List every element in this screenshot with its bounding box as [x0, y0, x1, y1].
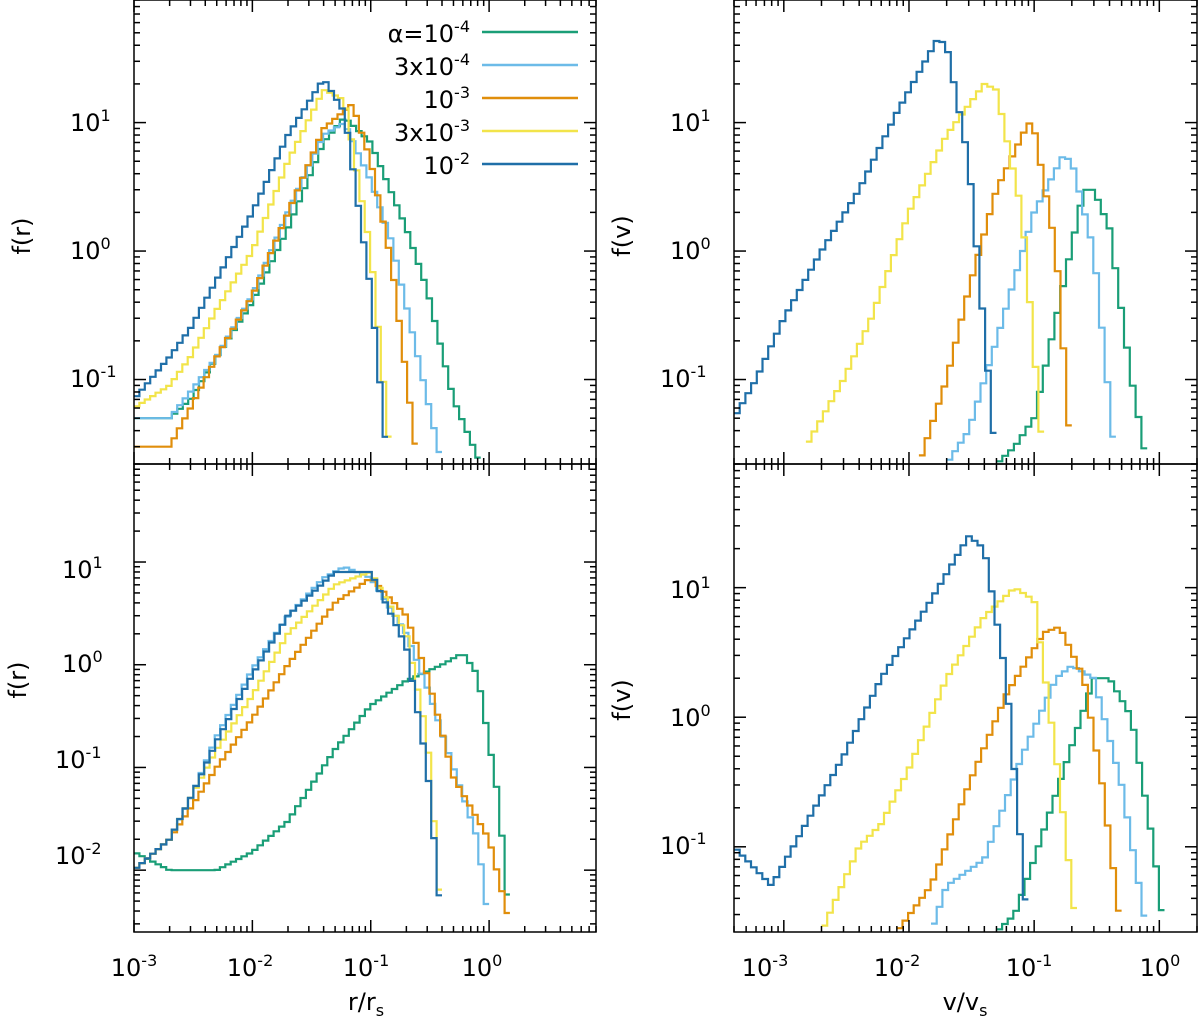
- panel-bottom-left: 101 100 10-1 10-2 f(r) 10-3 10-2 10-1 10…: [4, 463, 597, 1016]
- ticks-bottom-right: [733, 463, 1198, 932]
- panel-bottom-right: 101 100 10-1 f(v) 10-3 10-2 10-1 100 v/v…: [608, 463, 1198, 1016]
- y-tick-label-bottom-left: 10-1: [55, 743, 102, 774]
- panel-frame: [133, 463, 597, 933]
- y-tick-label-top-right: 10-1: [660, 362, 707, 393]
- plot-area-top-left: [134, 81, 481, 459]
- x-tick-label-bottom-right: 10-2: [874, 951, 921, 982]
- x-tick-label-bottom-left: 10-1: [343, 951, 390, 982]
- y-tick-label-bottom-right: 100: [670, 701, 711, 732]
- x-tick-label-bottom-right: 10-1: [1006, 951, 1053, 982]
- series-line-a3e-3: [821, 588, 1077, 927]
- y-axis-label-top-left: f(r): [8, 217, 36, 254]
- plot-area-bottom-right: [734, 535, 1165, 931]
- legend-label: 10-3: [424, 83, 471, 114]
- legend-label: 10-2: [424, 149, 471, 180]
- legend-entry: 3x10-3: [394, 116, 578, 147]
- y-tick-label-top-left: 10-1: [70, 362, 117, 393]
- y-axis-label-bottom-right: f(v): [608, 679, 636, 720]
- legend-label: α=10-4: [388, 17, 470, 48]
- x-tick-label-bottom-left: 10-3: [111, 951, 158, 982]
- legend-label: 3x10-4: [394, 50, 470, 81]
- y-axis-label-top-right: f(v): [608, 215, 636, 256]
- series-line-a1e-4: [134, 118, 481, 459]
- y-tick-label-bottom-left: 100: [62, 647, 103, 678]
- y-tick-label-bottom-left: 10-2: [55, 839, 102, 870]
- series-line-a1e-2: [734, 535, 1029, 901]
- panel-frame: [733, 463, 1198, 933]
- series-line-a1e-4: [996, 677, 1165, 931]
- series-line-a3e-3: [134, 571, 442, 891]
- x-axis-label-bottom-right: v/vs: [943, 988, 988, 1016]
- series-line-a3e-4: [946, 156, 1116, 461]
- legend: α=10-4 3x10-4 10-3 3x10-3 10-2: [388, 17, 578, 180]
- y-tick-label-top-right: 101: [670, 106, 711, 137]
- panel-top-right: 101 100 10-1 f(v): [608, 0, 1198, 465]
- series-line-a1e-2: [134, 81, 388, 438]
- y-tick-label-bottom-right: 10-1: [660, 829, 707, 860]
- ticks-top-left: [133, 0, 597, 464]
- series-line-a1e-3: [918, 122, 1072, 457]
- x-axis-label-bottom-left: r/rs: [348, 988, 384, 1016]
- series-line-a1e-4: [134, 654, 510, 896]
- panel-frame: [733, 0, 1198, 465]
- x-tick-label-bottom-right: 100: [1140, 951, 1181, 982]
- plot-area-top-right: [734, 39, 1148, 463]
- series-line-a1e-2: [134, 570, 442, 897]
- legend-entry: α=10-4: [388, 17, 578, 48]
- series-line-a1e-4: [996, 188, 1148, 463]
- series-line-a3e-3: [134, 89, 392, 438]
- panel-top-left: 101 100 10-1 f(r) α=10-4 3x10-4 10-3 3x1…: [8, 0, 597, 465]
- legend-entry: 10-3: [424, 83, 578, 114]
- series-line-a1e-3: [134, 104, 418, 448]
- legend-label: 3x10-3: [394, 116, 470, 147]
- plot-area-bottom-left: [134, 566, 510, 915]
- ticks-top-right: [733, 0, 1198, 464]
- legend-entry: 10-2: [424, 149, 578, 180]
- series-line-a3e-4: [931, 665, 1148, 925]
- series-line-a1e-3: [896, 626, 1122, 930]
- y-tick-label-top-left: 101: [70, 106, 111, 137]
- x-tick-label-bottom-right: 10-3: [742, 951, 789, 982]
- ticks-bottom-left: [133, 463, 597, 932]
- series-line-a3e-3: [805, 82, 1045, 443]
- x-tick-label-bottom-left: 10-2: [227, 951, 274, 982]
- y-tick-label-bottom-left: 101: [62, 553, 103, 584]
- series-line-a1e-3: [134, 579, 510, 915]
- y-tick-label-top-left: 100: [70, 234, 111, 265]
- x-tick-label-bottom-left: 100: [462, 951, 503, 982]
- y-tick-label-top-right: 100: [670, 234, 711, 265]
- y-tick-label-bottom-right: 101: [670, 573, 711, 604]
- series-line-a1e-2: [734, 39, 997, 434]
- series-line-a3e-4: [134, 122, 442, 454]
- legend-entry: 3x10-4: [394, 50, 578, 81]
- y-axis-label-bottom-left: f(r): [4, 661, 32, 698]
